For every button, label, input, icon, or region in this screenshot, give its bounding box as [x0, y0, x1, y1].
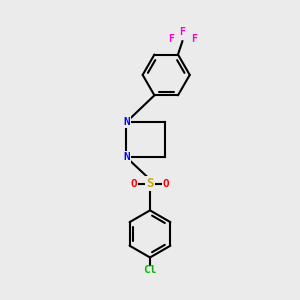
- Text: F: F: [179, 27, 185, 37]
- Text: Cl: Cl: [143, 265, 157, 275]
- Text: O: O: [163, 179, 169, 189]
- Text: N: N: [123, 117, 130, 127]
- Text: N: N: [123, 152, 130, 162]
- Text: O: O: [130, 179, 137, 189]
- Text: F: F: [168, 34, 174, 44]
- Text: F: F: [190, 34, 196, 44]
- Text: S: S: [146, 177, 154, 190]
